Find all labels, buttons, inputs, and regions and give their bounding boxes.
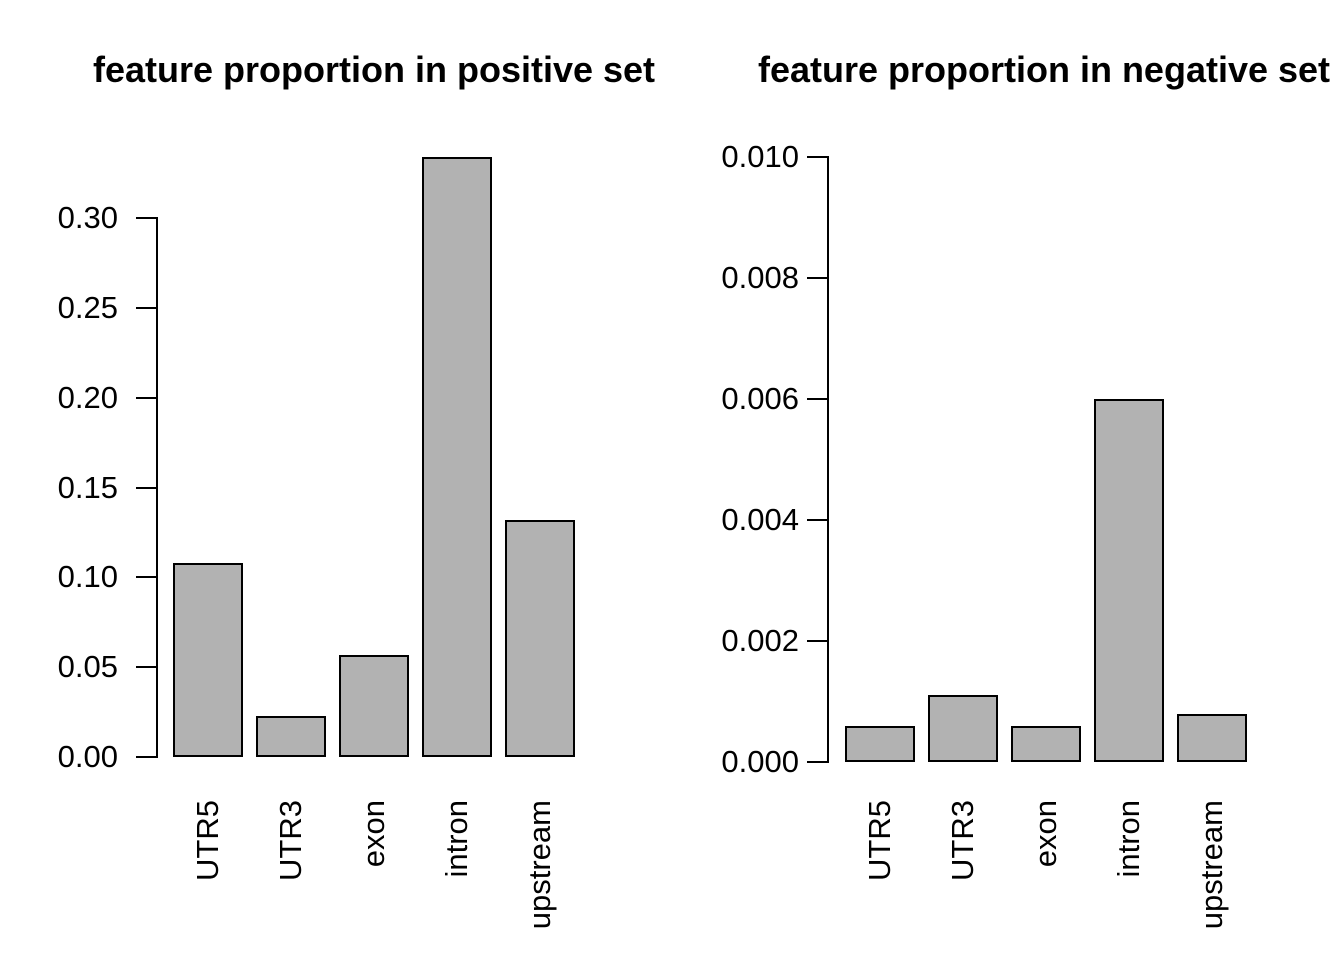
y-axis-tick-label: 0.006 <box>721 381 799 416</box>
y-axis-tick-label: 0.05 <box>57 649 118 685</box>
x-axis-label-upstream: upstream <box>1194 800 1229 930</box>
bar-intron <box>1094 399 1164 762</box>
y-axis-tick <box>136 486 156 489</box>
x-axis-label-upstream: upstream <box>522 800 557 930</box>
x-axis-label-intron: intron <box>439 800 474 878</box>
y-axis-line <box>156 217 158 758</box>
bar-UTR5 <box>845 726 915 762</box>
bar-exon <box>1011 726 1081 762</box>
y-axis-tick-label: 0.010 <box>721 139 799 174</box>
bar-UTR3 <box>928 695 998 762</box>
y-axis-tick-label: 0.004 <box>721 502 799 537</box>
y-axis-tick <box>807 761 827 763</box>
y-axis-tick <box>807 277 827 279</box>
chart-title-negative: feature proportion in negative set <box>757 49 1331 90</box>
y-axis-tick <box>807 519 827 521</box>
bar-UTR5 <box>173 563 243 757</box>
y-axis-tick-label: 0.15 <box>57 469 118 505</box>
y-axis-tick-label: 0.20 <box>57 379 118 415</box>
chart-title-positive: feature proportion in positive set <box>92 49 656 90</box>
y-axis-tick <box>807 156 827 158</box>
y-axis-tick-label: 0.008 <box>721 260 799 295</box>
y-axis-tick-label: 0.00 <box>57 739 118 774</box>
bar-upstream <box>505 520 575 757</box>
bar-UTR3 <box>256 716 326 757</box>
y-axis-tick <box>807 640 827 642</box>
x-axis-label-UTR3: UTR3 <box>945 800 980 881</box>
y-axis-tick-label: 0.002 <box>721 623 799 658</box>
y-axis-tick <box>136 756 156 758</box>
y-axis-tick <box>136 666 156 669</box>
x-axis-label-exon: exon <box>1028 800 1063 868</box>
y-axis-tick <box>136 306 156 309</box>
y-axis-tick-label: 0.30 <box>57 200 118 235</box>
y-axis-tick <box>136 396 156 399</box>
x-axis-label-UTR3: UTR3 <box>273 800 308 881</box>
y-axis-line <box>827 156 829 763</box>
y-axis-tick <box>136 217 156 219</box>
y-axis-tick-label: 0.000 <box>721 744 799 779</box>
bar-intron <box>422 157 492 757</box>
bar-upstream <box>1177 714 1247 762</box>
x-axis-label-UTR5: UTR5 <box>190 800 225 881</box>
y-axis-tick <box>807 398 827 400</box>
y-axis-tick-label: 0.25 <box>57 289 118 325</box>
y-axis-tick <box>136 576 156 579</box>
x-axis-label-UTR5: UTR5 <box>862 800 897 881</box>
x-axis-label-intron: intron <box>1111 800 1146 878</box>
x-axis-label-exon: exon <box>356 800 391 868</box>
y-axis-tick-label: 0.10 <box>57 559 118 595</box>
bar-exon <box>339 655 409 757</box>
